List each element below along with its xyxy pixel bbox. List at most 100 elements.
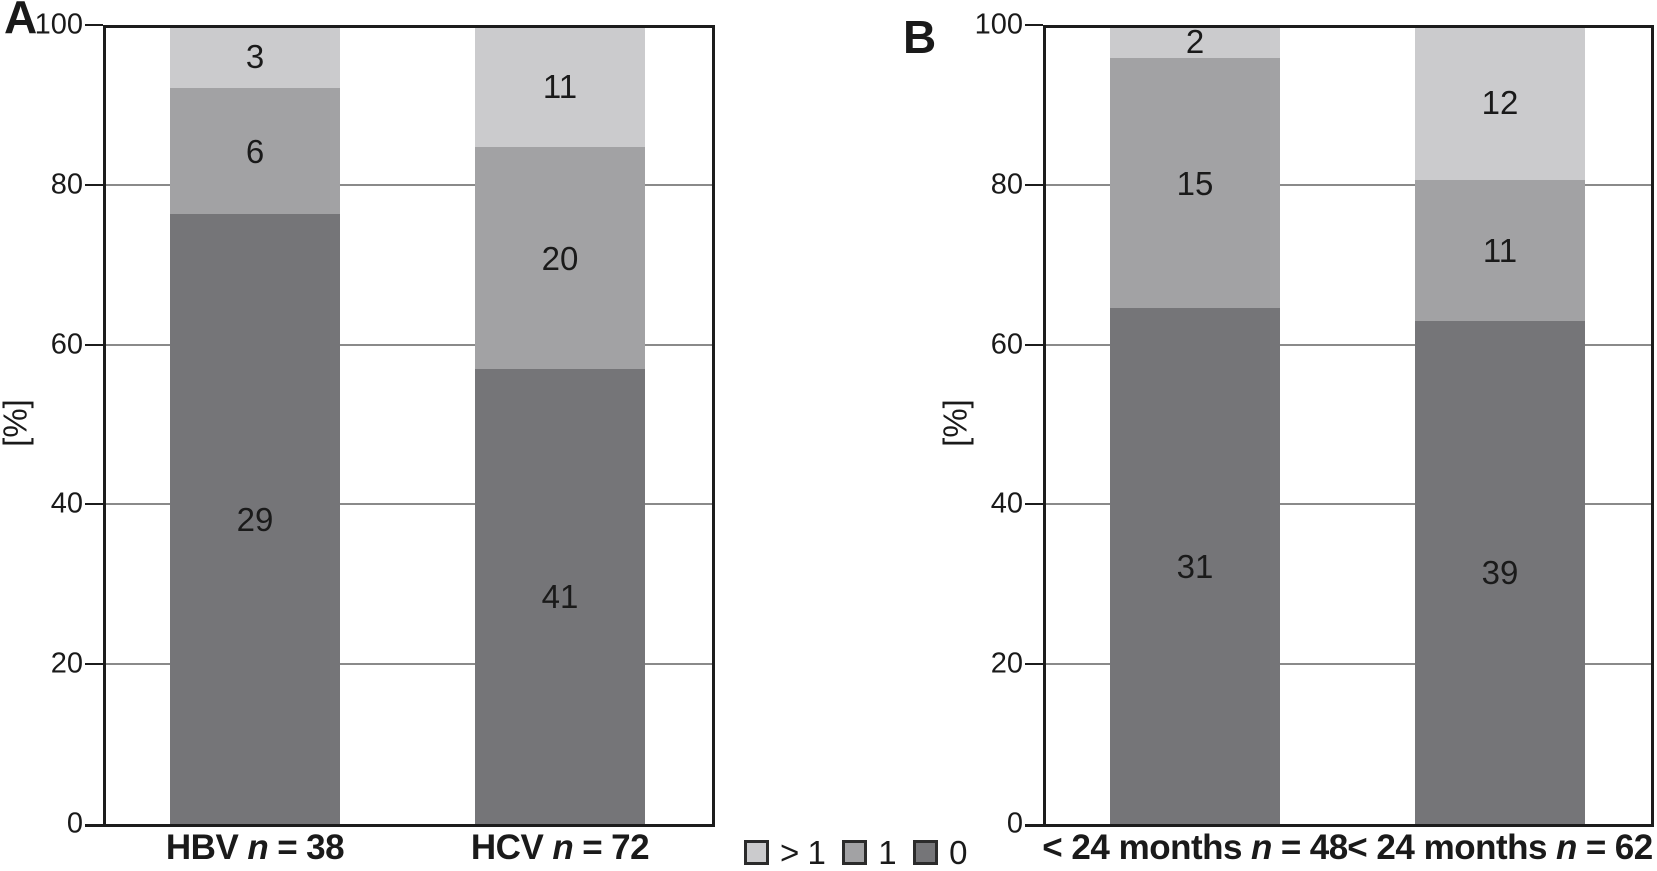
gridline-40 <box>103 503 714 506</box>
stacked-bar: 31 15 2 <box>1110 25 1280 824</box>
legend-label: 0 <box>949 833 968 871</box>
category-label-prefix: HCV <box>470 828 544 867</box>
category-label-prefix: < 24 months <box>1347 828 1547 867</box>
category-label-prefix: HBV <box>165 828 239 867</box>
category-label-eq: = <box>582 828 603 867</box>
bar-segment-level->1: 3 <box>170 25 340 89</box>
segment-count-label: 6 <box>245 132 265 170</box>
y-axis-label: [%] <box>0 399 34 447</box>
bar-segment-level-1: 6 <box>170 88 340 215</box>
bar-segment-level->1: 2 <box>1110 23 1280 61</box>
gridline-60 <box>1043 343 1653 346</box>
y-axis-line <box>1043 25 1046 827</box>
stacked-bar: 29 6 3 <box>170 25 340 824</box>
gridline-80 <box>103 183 714 186</box>
plot-right-border <box>712 25 715 827</box>
y-tick-label-100: 100 <box>974 8 1023 41</box>
plot-area: 29 6 3 41 20 11 <box>103 25 714 824</box>
category-label-total: 62 <box>1614 828 1653 867</box>
category-label-eq: = <box>277 828 298 867</box>
stacked-bar: 39 11 12 <box>1415 25 1585 824</box>
y-axis-label: [%] <box>936 399 974 447</box>
legend-item: > 1 <box>744 833 826 871</box>
y-tick-label-100: 100 <box>34 8 83 41</box>
category-label-nvar: n <box>1555 828 1577 867</box>
bar-segment-level-1: 15 <box>1110 58 1280 309</box>
x-axis-line <box>85 824 714 827</box>
panel-letter: A <box>4 0 37 43</box>
bar-segment-level->1: 12 <box>1415 25 1585 180</box>
legend-label: 1 <box>878 833 897 871</box>
y-tick-label-20: 20 <box>50 647 83 680</box>
legend: > 1 1 0 <box>744 833 968 871</box>
segment-count-label: 41 <box>541 578 579 616</box>
category-label-nvar: n <box>1250 828 1272 867</box>
category-label-nvar: n <box>247 828 269 867</box>
y-tick-60 <box>1025 343 1043 346</box>
category-label-total: 48 <box>1309 828 1348 867</box>
y-tick-60 <box>85 343 103 346</box>
legend-swatch-3 <box>913 839 939 865</box>
y-tick-20 <box>85 663 103 666</box>
category-label: HCV n = 72 <box>470 828 650 867</box>
y-tick-label-80: 80 <box>50 168 83 201</box>
y-tick-label-40: 40 <box>990 487 1023 520</box>
segment-count-label: 29 <box>236 500 274 538</box>
stacked-bar: 41 20 11 <box>475 25 645 824</box>
plot-top-border <box>103 25 714 28</box>
gridline-80 <box>1043 183 1653 186</box>
y-tick-label-0: 0 <box>1006 807 1023 840</box>
bar-segment-level-0: 29 <box>170 214 340 824</box>
segment-count-label: 31 <box>1176 547 1214 585</box>
legend-item: 0 <box>913 833 968 871</box>
category-label: HBV n = 38 <box>165 828 345 867</box>
category-label-eq: = <box>1585 828 1606 867</box>
bar-segment-level-0: 31 <box>1110 308 1280 824</box>
category-label-nvar: n <box>552 828 574 867</box>
segment-count-label: 3 <box>245 38 265 76</box>
bar-segment-level->1: 11 <box>475 25 645 148</box>
y-tick-label-60: 60 <box>50 328 83 361</box>
y-tick-40 <box>85 503 103 506</box>
segment-count-label: 11 <box>542 67 578 105</box>
y-tick-label-20: 20 <box>990 647 1023 680</box>
x-axis-line <box>1025 824 1653 827</box>
panel-letter: B <box>903 11 936 63</box>
segment-count-label: 15 <box>1176 164 1214 202</box>
y-tick-100 <box>1025 24 1043 26</box>
y-axis-line <box>103 25 106 827</box>
gridline-40 <box>1043 503 1653 506</box>
bar-segment-level-0: 39 <box>1415 321 1585 824</box>
bar-segment-level-1: 20 <box>475 147 645 370</box>
y-tick-label-0: 0 <box>66 807 83 840</box>
plot-right-border <box>1651 25 1654 827</box>
gridline-60 <box>103 343 714 346</box>
y-tick-80 <box>1025 183 1043 186</box>
segment-count-label: 2 <box>1185 23 1205 61</box>
y-tick-40 <box>1025 503 1043 506</box>
y-tick-80 <box>85 183 103 186</box>
segment-count-label: 39 <box>1481 554 1519 592</box>
legend-swatch-1 <box>744 839 769 865</box>
category-label-prefix: < 24 months <box>1042 828 1242 867</box>
legend-label: > 1 <box>780 833 826 871</box>
category-label-total: 72 <box>611 828 650 867</box>
y-tick-label-80: 80 <box>990 168 1023 201</box>
plot-top-border <box>1043 25 1653 28</box>
segment-count-label: 20 <box>541 239 579 277</box>
segment-count-label: 11 <box>1482 232 1518 270</box>
gridline-20 <box>103 663 714 666</box>
legend-swatch-2 <box>842 839 868 865</box>
y-tick-label-60: 60 <box>990 328 1023 361</box>
legend-item: 1 <box>842 833 897 871</box>
y-tick-label-40: 40 <box>50 487 83 520</box>
category-label-total: 38 <box>306 828 345 867</box>
plot-area: 31 15 2 39 11 12 <box>1043 25 1653 824</box>
segment-count-label: 12 <box>1481 83 1519 121</box>
category-label: < 24 months n = 48 <box>1042 828 1348 867</box>
category-label: < 24 months n = 62 <box>1347 828 1653 867</box>
category-label-eq: = <box>1280 828 1301 867</box>
y-tick-100 <box>85 24 103 26</box>
bar-segment-level-1: 11 <box>1415 179 1585 322</box>
